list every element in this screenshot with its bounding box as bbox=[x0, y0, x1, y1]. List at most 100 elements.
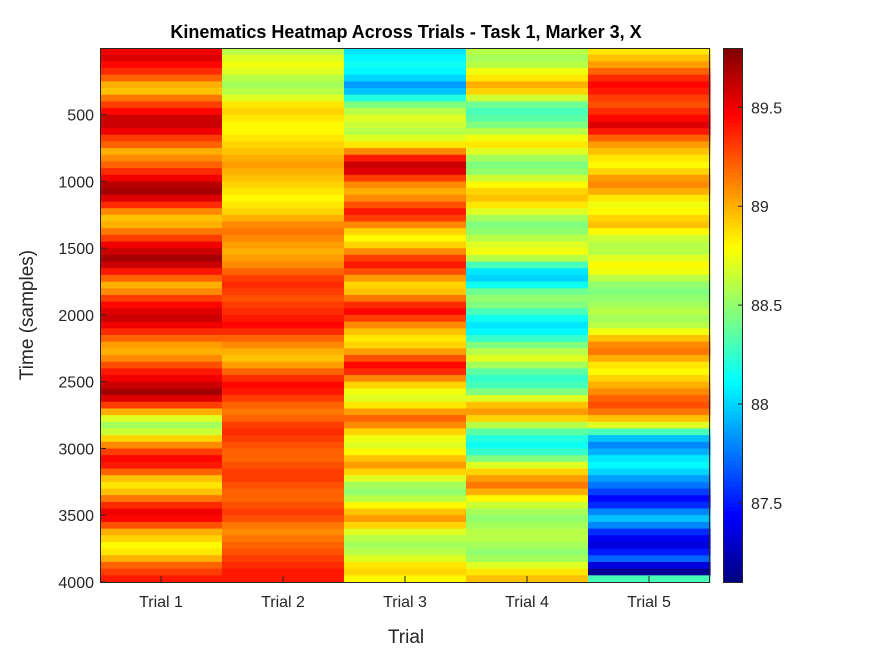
heatmap-cell bbox=[344, 214, 467, 223]
heatmap-cell bbox=[222, 281, 345, 289]
plot-frame bbox=[100, 48, 710, 583]
heatmap-cell bbox=[588, 548, 711, 556]
heatmap-cell bbox=[588, 74, 711, 82]
colorbar-segment bbox=[723, 131, 742, 137]
heatmap-cell bbox=[344, 328, 467, 336]
colorbar-segment bbox=[723, 277, 742, 283]
heatmap-cell bbox=[466, 335, 589, 343]
heatmap-cell bbox=[588, 88, 711, 96]
heatmap-cell bbox=[466, 395, 589, 403]
colorbar-segment bbox=[723, 506, 742, 512]
heatmap-cell bbox=[100, 68, 223, 76]
heatmap-cell bbox=[466, 535, 589, 543]
heatmap-cell bbox=[100, 561, 223, 570]
y-tick-label: 1000 bbox=[58, 174, 94, 191]
colorbar-segment bbox=[723, 310, 742, 316]
y-tick-label: 2000 bbox=[58, 308, 94, 325]
heatmap-cell bbox=[344, 61, 467, 69]
heatmap-cell bbox=[466, 528, 589, 536]
heatmap-cell bbox=[588, 268, 711, 276]
heatmap-cell bbox=[222, 81, 345, 89]
colorbar-segment bbox=[723, 569, 742, 575]
heatmap-cell bbox=[344, 234, 467, 243]
heatmap-cell bbox=[100, 261, 223, 269]
y-axis: 500 1000 1500 2000 2500 3000 3500 4000 bbox=[58, 108, 106, 592]
heatmap-cell bbox=[588, 228, 711, 236]
heatmap-cell bbox=[222, 501, 345, 510]
heatmap-cell bbox=[588, 441, 711, 450]
heatmap-cell bbox=[100, 94, 223, 102]
heatmap-cell bbox=[100, 415, 223, 423]
chart-title: Kinematics Heatmap Across Trials - Task … bbox=[170, 22, 641, 42]
heatmap-cell bbox=[100, 368, 223, 376]
heatmap-cell bbox=[100, 281, 223, 289]
heatmap-cell bbox=[222, 161, 345, 169]
heatmap-cell bbox=[344, 281, 467, 289]
heatmap-cell bbox=[100, 208, 223, 216]
heatmap-cell bbox=[344, 315, 467, 323]
heatmap-cell bbox=[588, 254, 711, 263]
heatmap-cell bbox=[344, 421, 467, 430]
heatmap-cell bbox=[588, 361, 711, 369]
colorbar-segment bbox=[723, 331, 742, 337]
colorbar-segment bbox=[723, 531, 742, 537]
heatmap-cell bbox=[100, 121, 223, 129]
colorbar-segment bbox=[723, 239, 742, 245]
colorbar-segment bbox=[723, 319, 742, 324]
colorbar-segment bbox=[723, 498, 742, 504]
heatmap-cell bbox=[588, 355, 711, 363]
heatmap-cell bbox=[588, 281, 711, 289]
colorbar-segment bbox=[723, 110, 742, 116]
heatmap-cell bbox=[100, 528, 223, 536]
heatmap-cell bbox=[344, 248, 467, 256]
y-tick-label: 3000 bbox=[58, 441, 94, 458]
heatmap-cell bbox=[344, 341, 467, 349]
heatmap-cell bbox=[344, 475, 467, 483]
heatmap-cell bbox=[588, 348, 711, 356]
heatmap-cell bbox=[588, 535, 711, 543]
heatmap-cell bbox=[466, 254, 589, 263]
heatmap-cell bbox=[466, 428, 589, 436]
colorbar-segment bbox=[723, 427, 742, 433]
colorbar-segment bbox=[723, 519, 742, 525]
heatmap-cell bbox=[344, 68, 467, 76]
heatmap-cell bbox=[344, 381, 467, 390]
heatmap-cell bbox=[100, 341, 223, 349]
colorbar-segment bbox=[723, 448, 742, 454]
colorbar-segment bbox=[723, 431, 742, 437]
colorbar-segment bbox=[723, 77, 742, 82]
heatmap-cell bbox=[588, 161, 711, 169]
colorbar-tick-label: 88.5 bbox=[751, 298, 782, 315]
heatmap-cell bbox=[466, 54, 589, 62]
heatmap-cell bbox=[222, 141, 345, 149]
colorbar-segment bbox=[723, 344, 742, 349]
heatmap-cell bbox=[100, 268, 223, 276]
colorbar-tick-label: 89 bbox=[751, 199, 769, 216]
heatmap-cell bbox=[466, 548, 589, 556]
heatmap-cell bbox=[588, 321, 711, 329]
heatmap-cell bbox=[466, 408, 589, 416]
heatmap-cell bbox=[222, 201, 345, 209]
heatmap-cell bbox=[344, 361, 467, 369]
heatmap-cell bbox=[588, 375, 711, 383]
heatmap-cell bbox=[222, 475, 345, 483]
colorbar-segment bbox=[723, 143, 742, 149]
heatmap-cell bbox=[344, 148, 467, 156]
heatmap-cell bbox=[588, 515, 711, 523]
heatmap-cell bbox=[100, 74, 223, 82]
colorbar-segment bbox=[723, 465, 742, 470]
heatmap-cell bbox=[100, 461, 223, 470]
heatmap-cell bbox=[466, 134, 589, 143]
colorbar-segment bbox=[723, 106, 742, 112]
colorbar-segment bbox=[723, 189, 742, 195]
heatmap-cell bbox=[222, 48, 345, 56]
heatmap-cell bbox=[222, 148, 345, 156]
colorbar-segment bbox=[723, 544, 742, 550]
heatmap-cell bbox=[100, 321, 223, 329]
colorbar-segment bbox=[723, 64, 742, 70]
heatmap-cell bbox=[100, 54, 223, 62]
heatmap-cell bbox=[222, 461, 345, 470]
colorbar-segment bbox=[723, 177, 742, 183]
heatmap-cell bbox=[222, 468, 345, 476]
heatmap-cell bbox=[222, 361, 345, 369]
